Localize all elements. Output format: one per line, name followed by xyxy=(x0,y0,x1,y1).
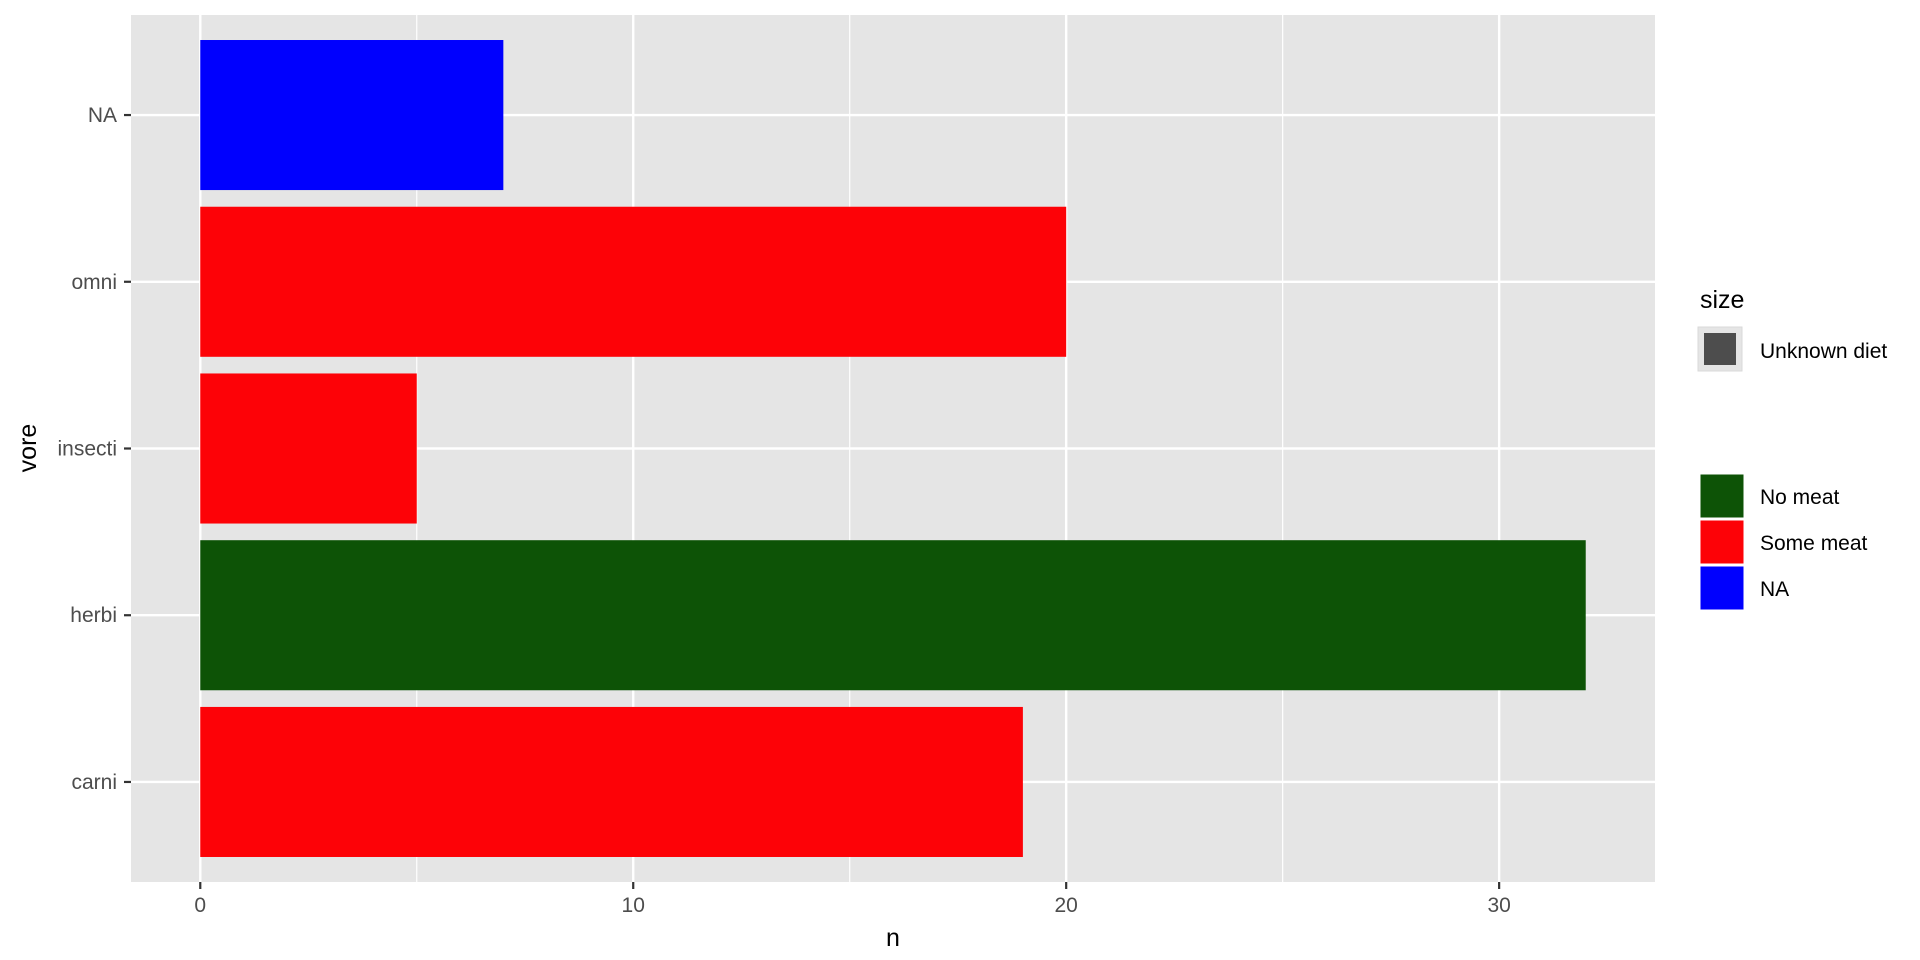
legend-label-no-meat: No meat xyxy=(1760,486,1840,509)
bar-carni xyxy=(200,706,1023,857)
y-tick-label: insecti xyxy=(57,438,117,461)
legend-label-na: NA xyxy=(1760,578,1789,601)
legend-size-entry: Unknown diet xyxy=(1697,326,1887,372)
legend-label-unknown-diet: Unknown diet xyxy=(1760,340,1887,363)
y-tick-label: omni xyxy=(71,271,117,294)
legend-swatch-no-meat xyxy=(1699,473,1745,519)
x-tick-label: 10 xyxy=(622,894,645,917)
legend-label-some-meat: Some meat xyxy=(1760,532,1868,555)
bar-omni xyxy=(200,206,1067,357)
legend-fill-entry-no-meat: No meat xyxy=(1699,473,1840,519)
x-axis-title: n xyxy=(886,924,900,952)
y-axis-title: vore xyxy=(14,424,42,473)
legend-fill-entry-some-meat: Some meat xyxy=(1699,519,1868,565)
y-tick-label: carni xyxy=(71,771,117,794)
bar-na xyxy=(200,40,504,191)
bars xyxy=(200,40,1586,857)
legend-swatch-na xyxy=(1699,565,1745,611)
bar-herbi xyxy=(200,540,1586,691)
legend-fill-entry-na: NA xyxy=(1699,565,1789,611)
x-tick-label: 30 xyxy=(1487,894,1510,917)
legend-swatch-some-meat xyxy=(1699,519,1745,565)
y-tick-label: herbi xyxy=(70,604,117,627)
x-tick-label: 0 xyxy=(194,894,206,917)
bar-insecti xyxy=(200,373,417,524)
x-axis: 0 10 20 30 xyxy=(194,882,1511,917)
y-axis: carni herbi insecti omni NA xyxy=(57,104,131,794)
y-tick-label: NA xyxy=(88,104,117,127)
legend: size Unknown diet No meat Some meat NA xyxy=(1697,286,1887,611)
x-tick-label: 20 xyxy=(1055,894,1078,917)
legend-size-title: size xyxy=(1700,286,1744,314)
legend-swatch-unknown-diet xyxy=(1704,333,1736,365)
